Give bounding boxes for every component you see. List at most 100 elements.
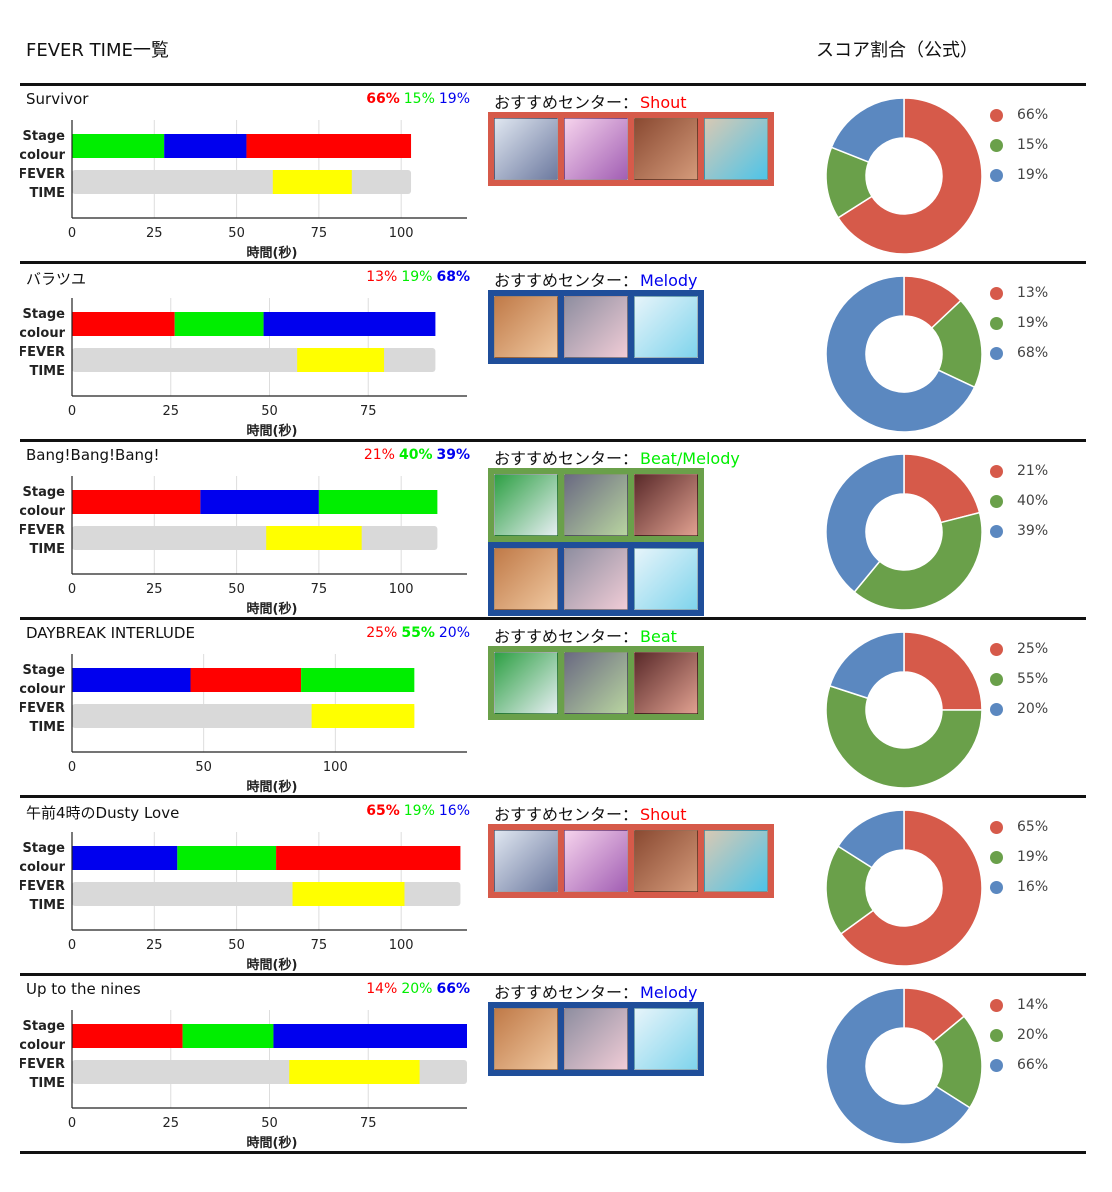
idol-card[interactable]: [564, 474, 628, 536]
idol-card[interactable]: [634, 652, 698, 714]
song-title: DAYBREAK INTERLUDE: [26, 624, 195, 642]
percent-beat: 20%: [401, 981, 433, 997]
idol-card[interactable]: [564, 830, 628, 892]
idol-card[interactable]: [494, 652, 558, 714]
idol-card[interactable]: [634, 474, 698, 536]
donut-slice-melody: [825, 453, 905, 594]
idol-card[interactable]: [564, 548, 628, 610]
center-prefix: おすすめセンター：: [494, 983, 639, 1002]
legend-label: 66%: [1017, 107, 1049, 123]
song-row: バラツユ 13% 19% 68% Stage colour FEVER TIME 0 25 50 75…: [20, 261, 1086, 439]
legend-dot-icon: [990, 642, 1003, 656]
idol-card[interactable]: [494, 474, 558, 536]
tick-label: 50: [228, 226, 245, 241]
idol-card[interactable]: [564, 1008, 628, 1070]
fever-time-bar: [272, 170, 352, 194]
pie-legend: 14% 20% 66%: [990, 990, 1048, 1080]
colour-label: colour: [20, 860, 66, 875]
center-type: Melody: [640, 271, 698, 290]
tick-label: 50: [228, 938, 245, 953]
tick-label: 100: [389, 582, 414, 597]
center-type: Shout: [640, 805, 687, 824]
timeline-chart: Stage colour FEVER TIME 0 25 50 75 100 時間(秒): [20, 476, 467, 616]
percent-beat: 15%: [403, 91, 435, 107]
legend-label: 19%: [1017, 315, 1049, 331]
percent-melody: 16%: [438, 803, 470, 819]
legend-dot-icon: [990, 1028, 1003, 1042]
tick-label: 25: [162, 404, 179, 419]
percent-labels: 65% 19% 16%: [362, 803, 470, 819]
donut-slice-melody: [837, 809, 905, 869]
legend-label: 19%: [1017, 167, 1049, 183]
stage-segment-melody: [72, 668, 191, 692]
colour-label: colour: [20, 148, 66, 163]
percent-melody: 39%: [436, 447, 470, 463]
card-group-shout: [488, 824, 774, 898]
stage-label: Stage: [23, 1019, 66, 1034]
idol-card[interactable]: [494, 830, 558, 892]
idol-card[interactable]: [704, 118, 768, 180]
stage-label: Stage: [23, 129, 66, 144]
legend-dot-icon: [990, 998, 1003, 1012]
idol-card[interactable]: [634, 296, 698, 358]
score-ratio-title: スコア割合（公式）: [816, 40, 978, 61]
center-prefix: おすすめセンター：: [494, 271, 639, 290]
legend-dot-icon: [990, 820, 1003, 834]
percent-melody: 20%: [438, 625, 470, 641]
legend-label: 14%: [1017, 997, 1049, 1013]
card-group-melody: [488, 1002, 704, 1076]
legend-label: 66%: [1017, 1057, 1049, 1073]
x-axis-label: 時間(秒): [247, 245, 298, 260]
legend-label: 21%: [1017, 463, 1049, 479]
idol-card[interactable]: [564, 296, 628, 358]
legend-dot-icon: [990, 494, 1003, 508]
timeline-chart: Stage colour FEVER TIME 0 50 100 時間(秒): [20, 654, 467, 794]
tick-label: 75: [360, 404, 377, 419]
recommended-center: おすすめセンター： Melody: [494, 267, 698, 291]
idol-card[interactable]: [634, 830, 698, 892]
card-group-melody: [488, 290, 704, 364]
stage-segment-melody: [273, 1024, 467, 1048]
percent-labels: 21% 40% 39%: [360, 447, 470, 463]
stage-label: Stage: [23, 663, 66, 678]
idol-card[interactable]: [634, 118, 698, 180]
stage-segment-beat: [182, 1024, 274, 1048]
fever-label: FEVER: [20, 523, 65, 538]
idol-card[interactable]: [564, 652, 628, 714]
idol-card[interactable]: [564, 118, 628, 180]
song-title: Bang!Bang!Bang!: [26, 446, 160, 464]
tick-label: 50: [228, 582, 245, 597]
recommended-center: おすすめセンター： Beat: [494, 623, 677, 647]
donut-slice-melody: [828, 631, 905, 700]
legend-label: 65%: [1017, 819, 1049, 835]
idol-card[interactable]: [494, 1008, 558, 1070]
tick-label: 25: [162, 1116, 179, 1131]
legend-dot-icon: [990, 702, 1003, 716]
idol-card[interactable]: [494, 118, 558, 180]
song-row: DAYBREAK INTERLUDE 25% 55% 20% Stage colour FE…: [20, 617, 1086, 795]
fever-label: FEVER: [20, 1057, 65, 1072]
idol-card[interactable]: [634, 548, 698, 610]
stage-segment-shout: [190, 668, 302, 692]
percent-melody: 68%: [436, 269, 470, 285]
song-row: Bang!Bang!Bang! 21% 40% 39% Stage colour FEVER…: [20, 439, 1086, 617]
idol-card[interactable]: [494, 548, 558, 610]
legend-label: 13%: [1017, 285, 1049, 301]
legend-dot-icon: [990, 1058, 1003, 1072]
x-axis-label: 時間(秒): [247, 957, 298, 972]
center-type: Shout: [640, 93, 687, 112]
idol-card[interactable]: [634, 1008, 698, 1070]
legend-label: 39%: [1017, 523, 1049, 539]
stage-segment-melody: [164, 134, 247, 158]
center-type: Beat: [640, 627, 677, 646]
idol-card[interactable]: [704, 830, 768, 892]
legend-label: 68%: [1017, 345, 1049, 361]
fever-label: FEVER: [20, 167, 65, 182]
song-title: Up to the nines: [26, 980, 141, 998]
time-label: TIME: [29, 364, 65, 379]
legend-item-shout: 14%: [990, 990, 1048, 1020]
score-donut: [825, 631, 983, 789]
idol-card[interactable]: [494, 296, 558, 358]
tick-label: 0: [68, 1116, 76, 1131]
stage-segment-melody: [200, 490, 319, 514]
